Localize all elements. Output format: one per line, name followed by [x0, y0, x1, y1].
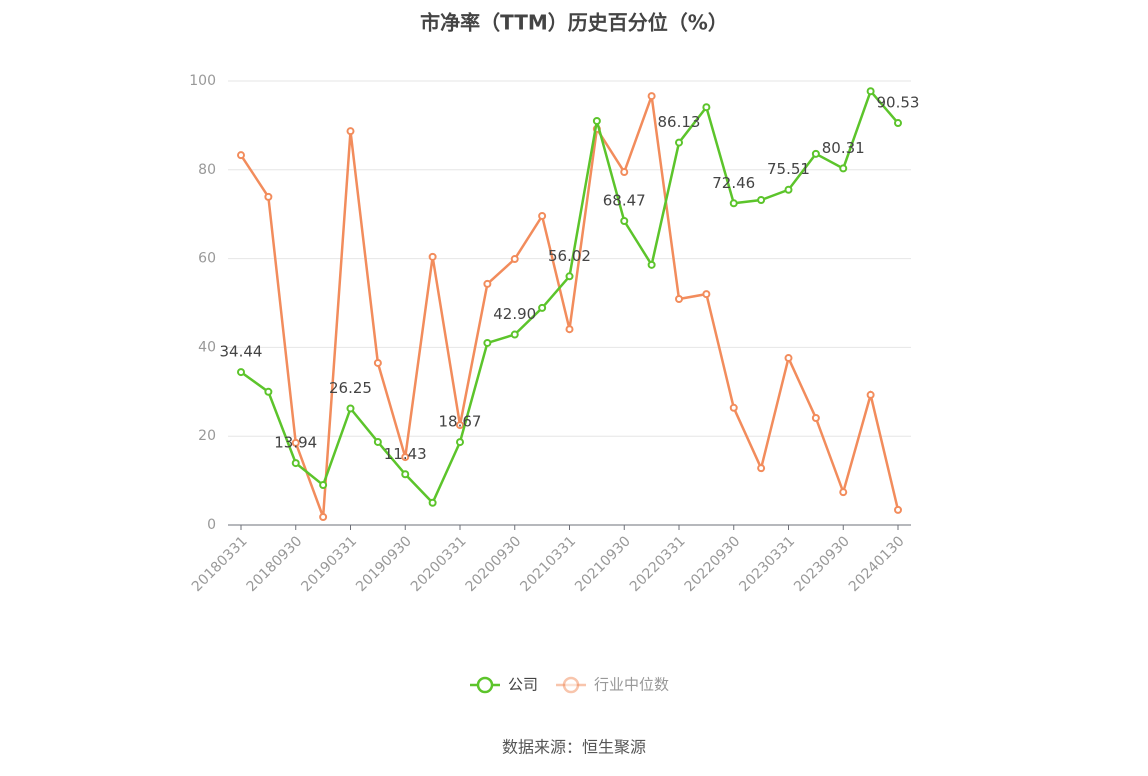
- point: [675, 138, 683, 147]
- point: [346, 127, 355, 136]
- point: [428, 498, 437, 507]
- point: [510, 330, 519, 339]
- data-label: 18.67: [439, 413, 482, 431]
- data-label: 13.94: [274, 434, 317, 452]
- legend-item: 公司: [470, 676, 538, 694]
- point: [428, 252, 437, 261]
- y-tick-label: 20: [198, 428, 216, 444]
- data-label: 34.44: [220, 343, 263, 361]
- point: [319, 513, 328, 522]
- legend-label: 公司: [508, 676, 538, 694]
- point: [620, 168, 629, 177]
- y-tick-label: 80: [198, 162, 216, 178]
- data-label: 26.25: [329, 379, 372, 397]
- point: [565, 272, 574, 281]
- point: [784, 185, 793, 194]
- y-tick-label: 100: [189, 73, 216, 89]
- point: [373, 437, 382, 446]
- legend-marker: [562, 676, 580, 694]
- point: [237, 368, 245, 377]
- data-label: 11.43: [384, 445, 427, 463]
- source: 数据来源：恒生聚源: [502, 738, 646, 757]
- x-tick-label: 20220930: [682, 533, 744, 595]
- data-label: 80.31: [822, 139, 865, 157]
- legend-marker: [476, 676, 494, 694]
- x-tick-label: 20220331: [627, 533, 689, 595]
- point: [620, 216, 629, 225]
- x-tick-label: 20230331: [736, 533, 798, 595]
- data-label: 72.46: [712, 174, 755, 192]
- chart-title: 市净率（TTM）历史百分位（%）: [420, 11, 728, 35]
- series-line: [239, 95, 900, 518]
- point: [757, 464, 766, 473]
- point: [291, 459, 300, 468]
- point: [647, 92, 656, 101]
- point: [839, 488, 848, 497]
- x-tick-label: 20180930: [244, 533, 306, 595]
- point: [346, 404, 355, 413]
- point: [784, 354, 793, 363]
- point: [839, 164, 848, 173]
- x-tick-label: 20200930: [463, 533, 525, 595]
- x-tick-label: 20210331: [517, 533, 579, 595]
- point: [729, 403, 738, 412]
- point: [565, 325, 574, 334]
- x-tick-label: 20190930: [353, 533, 415, 595]
- point: [647, 260, 656, 269]
- point: [510, 255, 519, 264]
- point: [811, 149, 820, 158]
- point: [538, 303, 547, 312]
- point: [264, 192, 273, 201]
- legend-label: 行业中位数: [594, 676, 669, 694]
- point: [456, 421, 464, 430]
- point: [456, 438, 464, 447]
- data-label: 68.47: [603, 191, 646, 209]
- y-tick-label: 60: [198, 251, 216, 267]
- y-tick-label: 0: [207, 517, 216, 533]
- point: [319, 481, 328, 490]
- point: [729, 199, 738, 208]
- data-label: 75.51: [767, 160, 810, 178]
- y-tick-label: 40: [198, 339, 216, 355]
- x-tick-label: 20210930: [572, 533, 634, 595]
- point: [757, 195, 766, 204]
- point: [373, 358, 382, 367]
- point: [811, 413, 820, 422]
- point: [592, 116, 601, 125]
- legend-item: 行业中位数: [556, 676, 669, 694]
- point: [866, 390, 875, 399]
- point: [894, 119, 902, 128]
- x-tick-label: 20190331: [298, 533, 360, 595]
- point: [894, 505, 902, 514]
- point: [264, 387, 273, 396]
- point: [538, 211, 547, 220]
- point: [702, 290, 711, 299]
- data-label: 56.02: [548, 247, 591, 265]
- data-label: 86.13: [658, 113, 701, 131]
- data-label: 90.53: [877, 94, 920, 112]
- point: [237, 151, 245, 160]
- x-tick-label: 20240130: [846, 533, 908, 595]
- data-label: 42.90: [493, 305, 536, 323]
- point: [675, 295, 683, 304]
- point: [291, 438, 300, 447]
- point: [866, 87, 875, 96]
- point: [401, 453, 410, 462]
- point: [483, 338, 492, 347]
- point: [401, 470, 410, 479]
- x-tick-label: 20230930: [791, 533, 853, 595]
- x-tick-label: 20180331: [189, 533, 251, 595]
- x-tick-label: 20200331: [408, 533, 470, 595]
- point: [483, 279, 492, 288]
- point: [702, 103, 711, 112]
